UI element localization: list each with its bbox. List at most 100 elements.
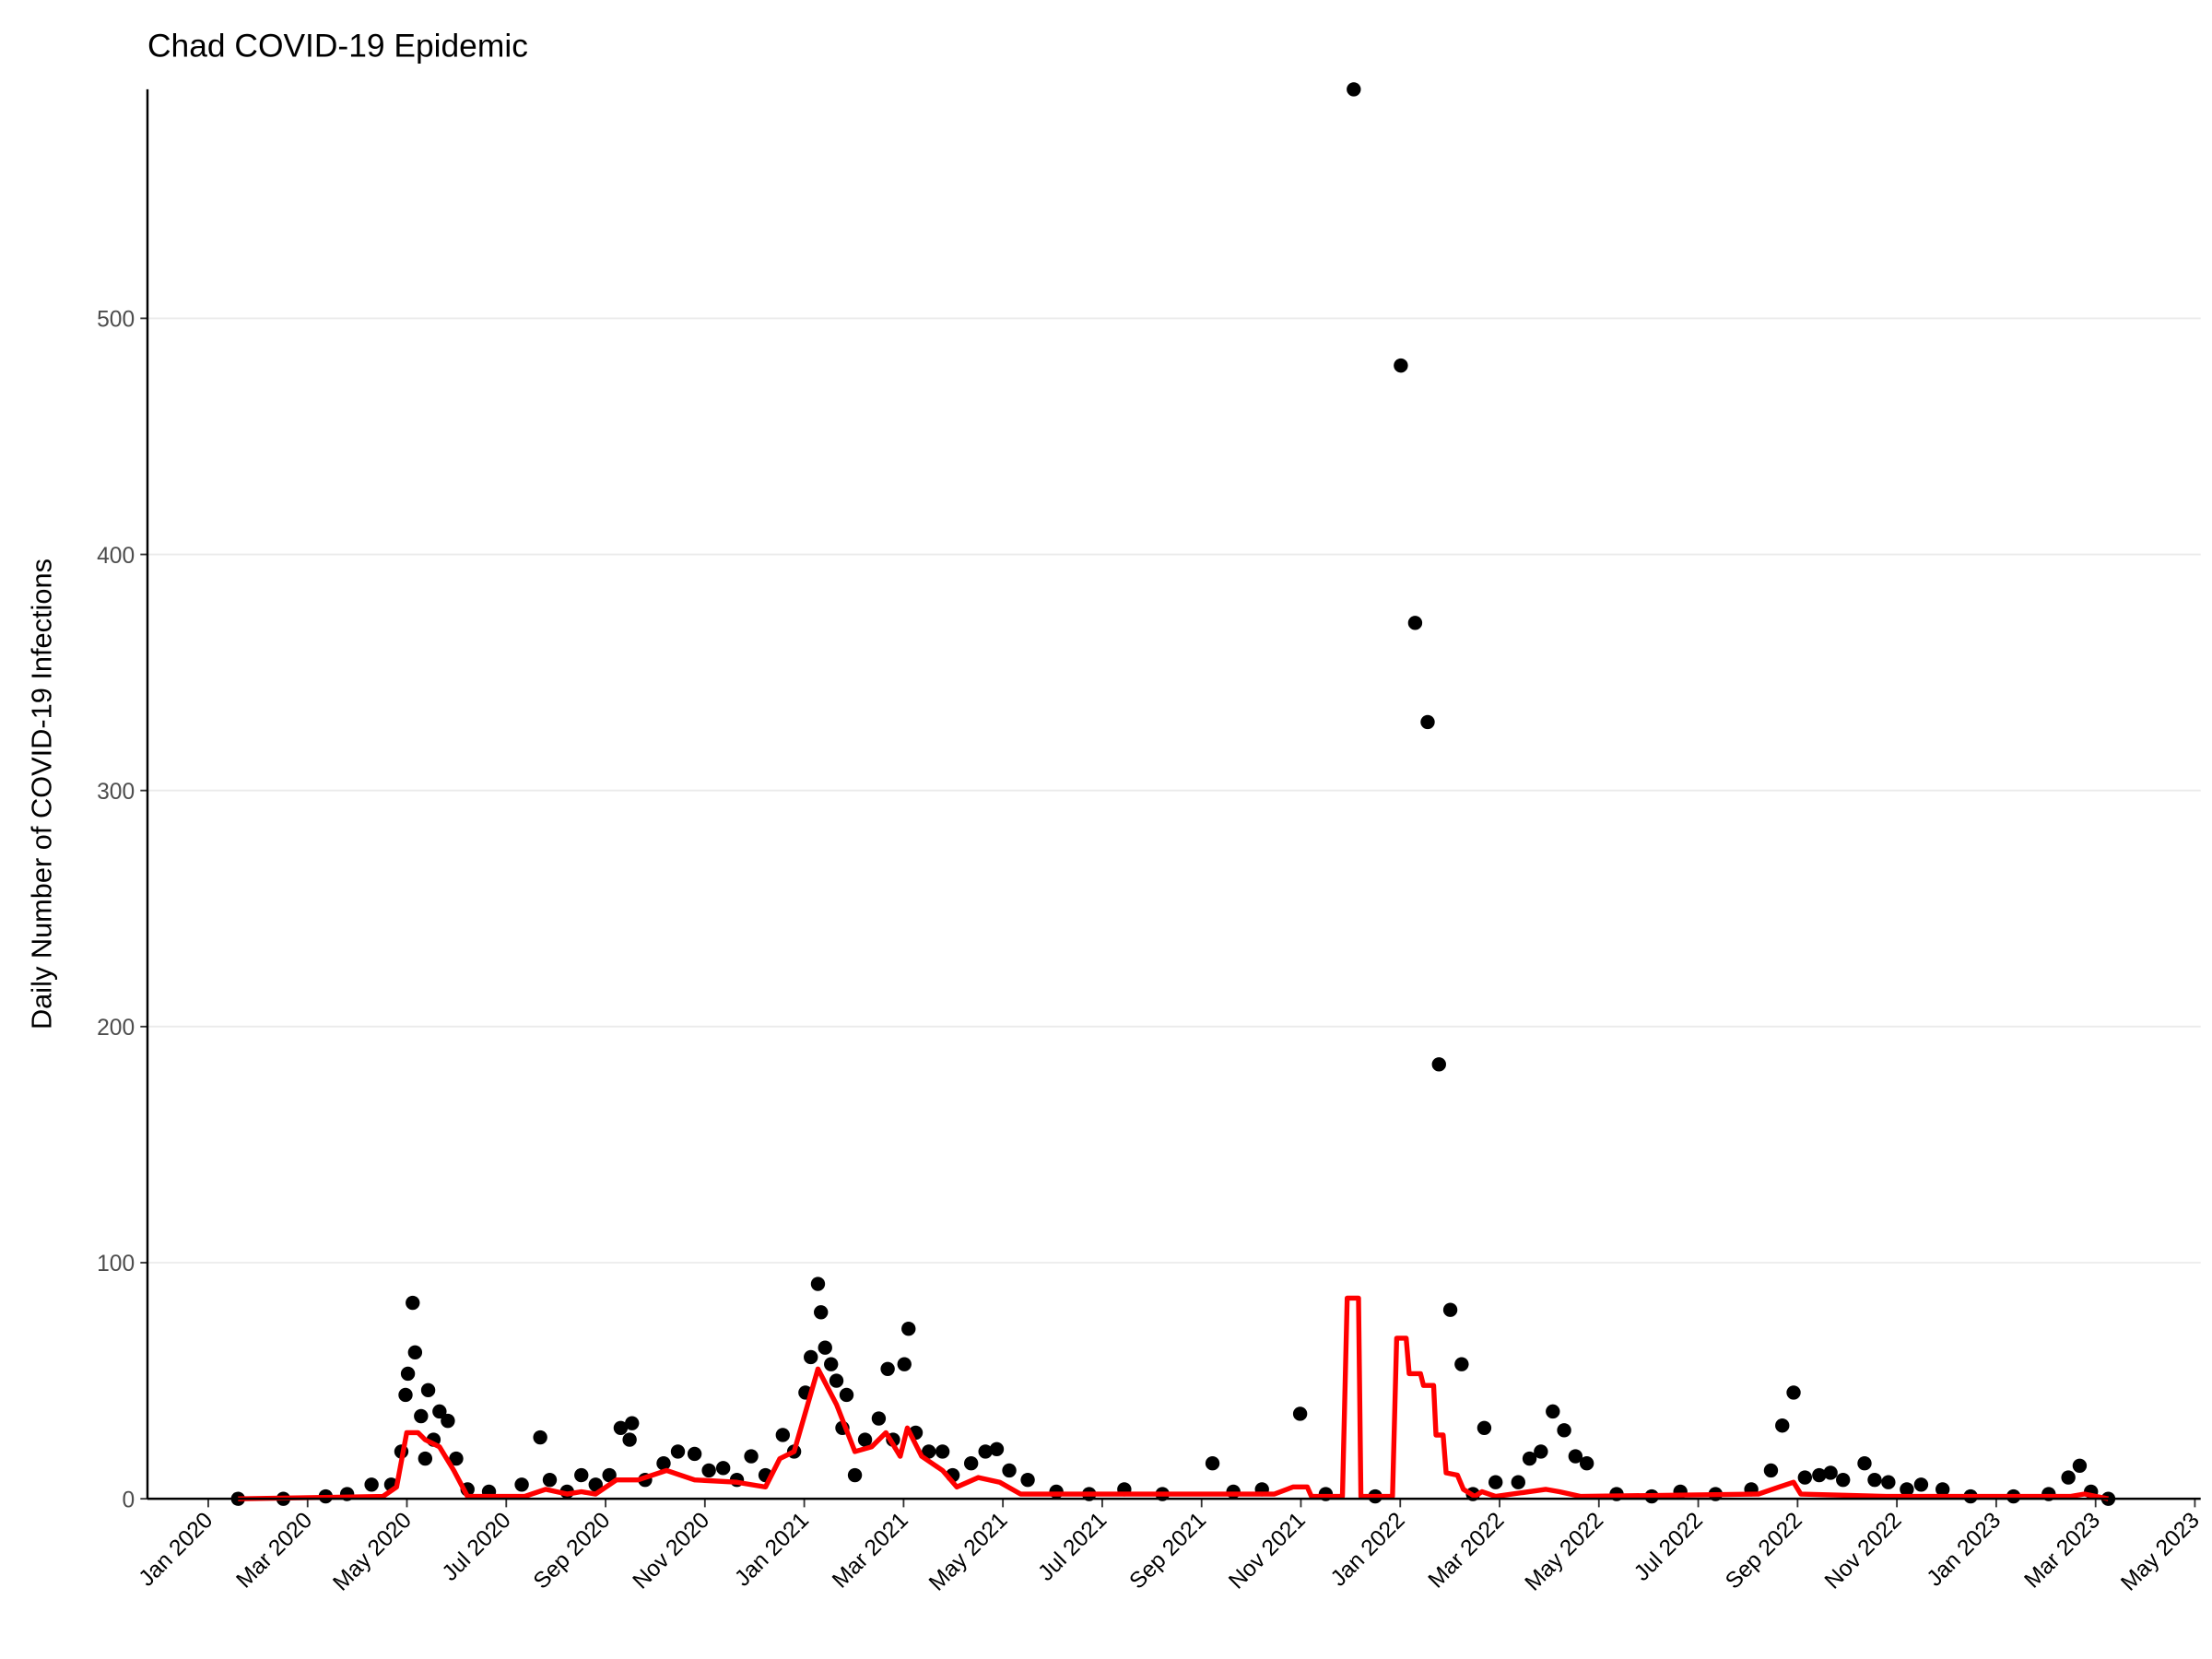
x-tick-label: May 2022 xyxy=(1521,1508,1609,1596)
data-point xyxy=(1775,1418,1790,1433)
data-point xyxy=(829,1373,844,1388)
data-point xyxy=(1511,1475,1525,1489)
data-point xyxy=(1292,1406,1308,1421)
data-point xyxy=(1420,714,1435,730)
data-point xyxy=(1881,1475,1896,1489)
data-point xyxy=(364,1477,379,1492)
data-point xyxy=(1534,1444,1548,1459)
data-point xyxy=(687,1446,702,1462)
data-point xyxy=(871,1411,887,1426)
trend-line xyxy=(238,1295,2109,1501)
data-point xyxy=(1579,1456,1594,1471)
data-point xyxy=(1522,1451,1537,1466)
data-point xyxy=(1205,1456,1220,1471)
data-point xyxy=(818,1340,832,1355)
x-tick-label: Nov 2020 xyxy=(629,1508,715,1594)
data-point xyxy=(935,1444,950,1459)
data-point xyxy=(901,1322,916,1336)
data-point xyxy=(1913,1477,1929,1492)
data-point xyxy=(418,1451,433,1466)
x-tick-label: Jul 2022 xyxy=(1630,1508,1708,1586)
x-tick-label: Nov 2022 xyxy=(1820,1508,1907,1594)
data-point xyxy=(1823,1465,1838,1480)
x-tick-label: Sep 2020 xyxy=(529,1508,616,1594)
data-point xyxy=(398,1387,413,1403)
data-point xyxy=(880,1361,895,1376)
grid: 0 100 200 300 400 500 Jan 2020 Mar 2020 May 2020… xyxy=(97,308,2205,1596)
data-point xyxy=(588,1477,603,1492)
x-tick-label: Jan 2023 xyxy=(1923,1508,2006,1592)
data-point xyxy=(574,1467,589,1483)
data-point xyxy=(1020,1472,1035,1488)
data-point xyxy=(897,1357,912,1371)
data-point xyxy=(407,1345,423,1360)
data-point xyxy=(857,1432,873,1447)
data-point xyxy=(1857,1456,1872,1471)
y-tick-label: 200 xyxy=(97,1016,135,1041)
data-point xyxy=(1568,1449,1583,1464)
y-tick-label: 400 xyxy=(97,544,135,569)
data-point xyxy=(406,1295,420,1311)
data-point xyxy=(602,1467,617,1483)
y-axis-label: Daily Number of COVID-19 Infections xyxy=(25,559,57,1030)
data-point xyxy=(1900,1482,1914,1497)
data-point xyxy=(824,1357,839,1371)
data-point xyxy=(989,1441,1005,1457)
data-point xyxy=(1786,1385,1801,1400)
data-point xyxy=(414,1408,429,1424)
data-point xyxy=(622,1432,637,1447)
x-tick-label: Mar 2022 xyxy=(1424,1508,1510,1594)
data-point xyxy=(656,1456,671,1471)
x-tick-label: May 2023 xyxy=(2116,1508,2205,1596)
data-point xyxy=(514,1477,529,1492)
plot-area xyxy=(230,82,2116,1506)
x-tick-label: Jul 2020 xyxy=(438,1508,516,1586)
x-tick-label: Mar 2021 xyxy=(828,1508,913,1594)
data-point xyxy=(1867,1472,1882,1488)
y-tick-label: 300 xyxy=(97,780,135,805)
data-point xyxy=(1431,1057,1446,1072)
data-point xyxy=(613,1420,629,1436)
data-point xyxy=(1763,1463,1779,1478)
x-tick-label: May 2020 xyxy=(328,1508,417,1596)
x-tick-label: Nov 2021 xyxy=(1224,1508,1311,1594)
data-point xyxy=(810,1277,826,1291)
data-point xyxy=(441,1413,455,1429)
y-tick-label: 0 xyxy=(122,1488,135,1512)
data-point xyxy=(1812,1467,1827,1483)
x-tick-label: May 2021 xyxy=(924,1508,1013,1596)
data-point xyxy=(744,1449,759,1464)
data-point xyxy=(542,1472,558,1488)
data-point xyxy=(847,1467,863,1483)
data-point xyxy=(1488,1475,1503,1489)
x-tick-label: Jan 2020 xyxy=(135,1508,218,1592)
data-point xyxy=(922,1444,936,1459)
data-point xyxy=(1002,1463,1017,1478)
data-point xyxy=(1546,1404,1560,1419)
data-point xyxy=(1836,1472,1851,1488)
data-point xyxy=(1454,1357,1469,1371)
data-point xyxy=(1407,616,1423,630)
data-point xyxy=(625,1416,640,1430)
data-point xyxy=(1477,1420,1492,1436)
y-tick-label: 100 xyxy=(97,1252,135,1277)
data-point xyxy=(963,1456,979,1471)
data-point xyxy=(1557,1423,1571,1438)
x-tick-label: Sep 2022 xyxy=(1721,1508,1807,1594)
data-point xyxy=(1442,1302,1458,1317)
data-point xyxy=(1936,1482,1950,1497)
data-point xyxy=(432,1404,447,1419)
data-point xyxy=(533,1430,547,1445)
data-point xyxy=(701,1463,716,1478)
data-point xyxy=(775,1428,791,1442)
data-point xyxy=(2072,1458,2088,1473)
x-tick-label: Mar 2020 xyxy=(232,1508,318,1594)
data-point xyxy=(400,1366,416,1382)
x-tick-label: Mar 2023 xyxy=(2019,1508,2105,1594)
data-point xyxy=(670,1444,686,1459)
x-tick-label: Jan 2021 xyxy=(730,1508,814,1592)
data-point xyxy=(814,1305,829,1320)
data-point xyxy=(449,1451,464,1466)
data-point xyxy=(420,1382,436,1398)
